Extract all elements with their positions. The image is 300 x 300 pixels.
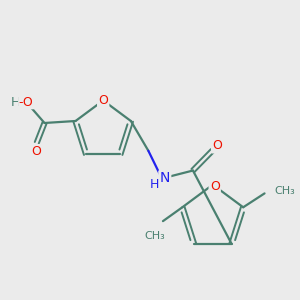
Text: H: H bbox=[11, 96, 20, 109]
Text: O: O bbox=[210, 180, 220, 193]
Text: CH₃: CH₃ bbox=[274, 186, 295, 197]
Text: H: H bbox=[149, 178, 159, 191]
Text: O: O bbox=[31, 145, 41, 158]
Text: CH₃: CH₃ bbox=[145, 231, 166, 241]
Text: -O: -O bbox=[19, 96, 34, 109]
Text: O: O bbox=[212, 139, 222, 152]
Text: N: N bbox=[160, 172, 170, 185]
Text: O: O bbox=[98, 94, 108, 107]
